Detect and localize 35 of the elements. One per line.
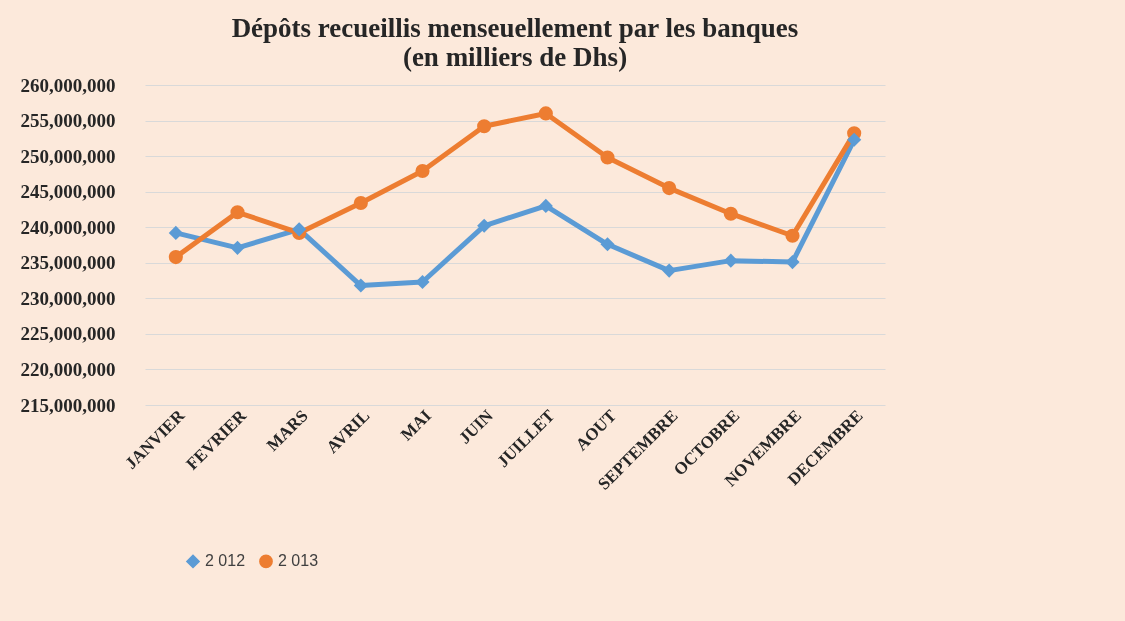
point: [477, 218, 492, 233]
point: [538, 106, 553, 121]
legend-label: 2 012: [205, 552, 246, 570]
point: [353, 278, 368, 293]
point: [662, 263, 677, 278]
point: [230, 240, 245, 255]
point: [600, 237, 615, 252]
point: [230, 205, 245, 220]
y-tick-label: 250,000,000: [20, 145, 116, 167]
y-tick-label: 230,000,000: [20, 287, 116, 309]
point: [415, 163, 430, 179]
y-tick-label: 255,000,000: [20, 110, 116, 132]
point: [785, 255, 800, 270]
point: [600, 150, 615, 165]
y-tick-label: 225,000,000: [20, 323, 116, 345]
point: [415, 274, 430, 290]
point: [353, 195, 368, 211]
y-tick-label: 240,000,000: [20, 216, 116, 238]
y-tick-label: 245,000,000: [20, 181, 116, 203]
y-tick-label: 215,000,000: [20, 394, 116, 416]
point: [662, 181, 677, 196]
point: [723, 206, 738, 221]
y-tick-label: 220,000,000: [20, 358, 116, 380]
legend-label: 2 013: [278, 552, 319, 570]
text: (en milliers de Dhs): [402, 42, 628, 72]
point: [785, 228, 800, 243]
y-tick-label: 235,000,000: [20, 252, 116, 274]
point: [477, 119, 492, 134]
y-tick-label: 260,000,000: [20, 74, 116, 96]
point: [538, 198, 553, 213]
point: [168, 250, 183, 265]
point: [723, 253, 738, 268]
text: Dépôts recueillis menseuellement par les banques: [231, 13, 799, 43]
point: [847, 132, 862, 147]
point: [168, 225, 183, 240]
